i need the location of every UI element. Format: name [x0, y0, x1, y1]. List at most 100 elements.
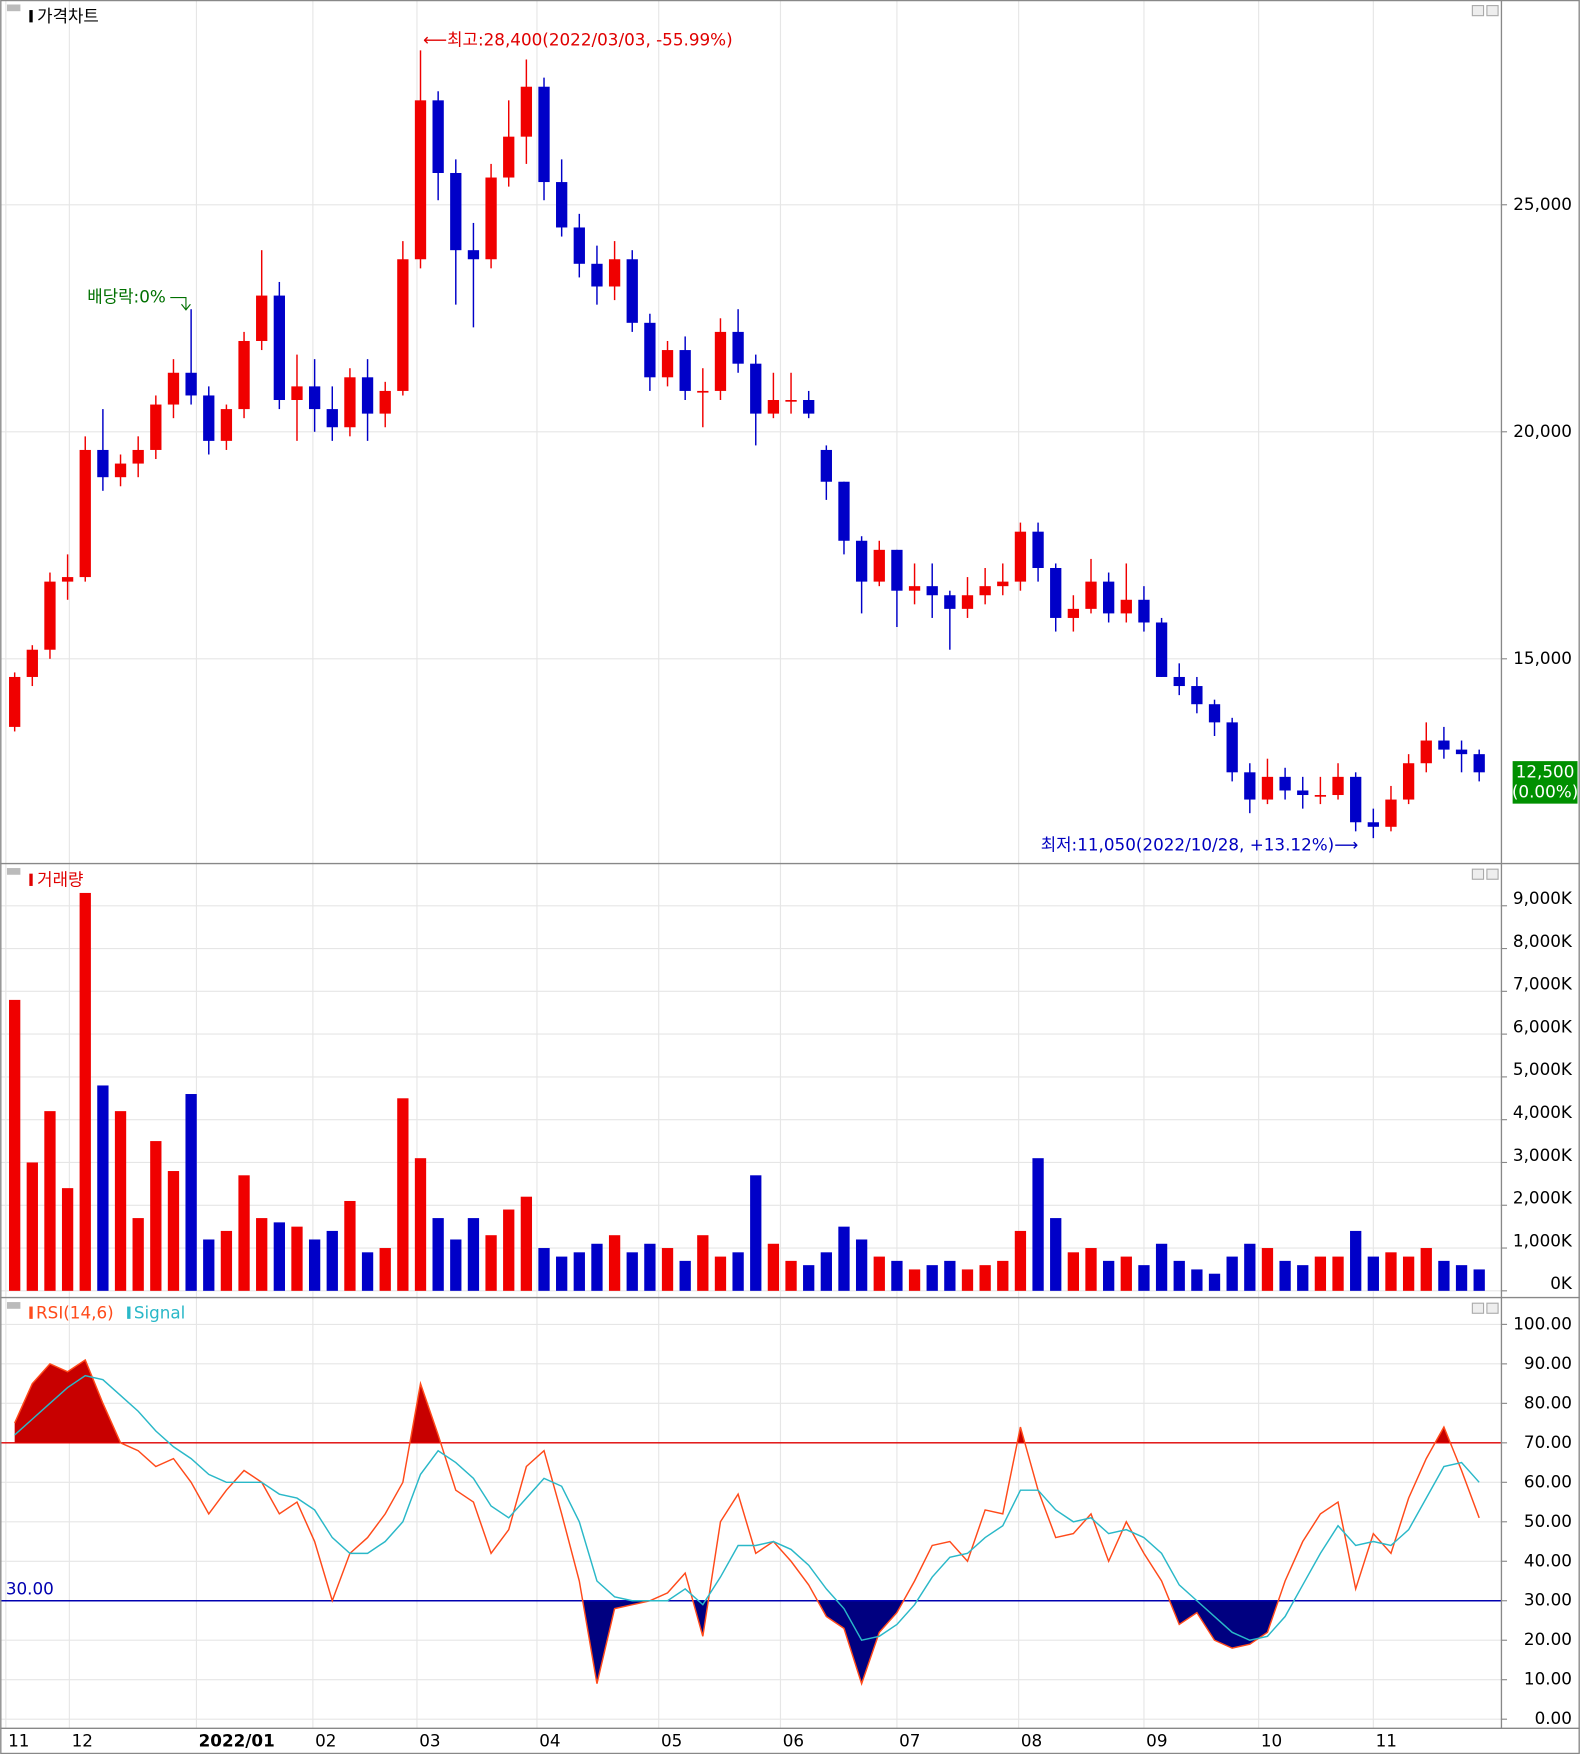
volume-bar [1279, 1260, 1291, 1291]
candle-body [979, 586, 991, 596]
y-tick-label: 40.00 [1524, 1550, 1572, 1570]
panel-button[interactable] [1471, 5, 1485, 17]
volume-bar [1261, 1248, 1274, 1291]
volume-bar [1085, 1248, 1097, 1291]
candle-body [308, 386, 321, 410]
volume-bar [556, 1256, 568, 1291]
candle-body [908, 586, 921, 591]
x-tick-label: 12 [72, 1731, 93, 1751]
candle-body [344, 377, 356, 428]
annotation: 배당락:0% [87, 287, 166, 307]
x-tick-label: 07 [899, 1731, 920, 1751]
candle-body [1455, 749, 1468, 755]
candle-body [661, 350, 674, 378]
y-tick-label: 100.00 [1513, 1313, 1572, 1333]
annotation: 최저:11,050(2022/10/28, +13.12%)⟶ [1041, 835, 1359, 855]
x-tick-label: 09 [1146, 1731, 1167, 1751]
y-tick-label: 15,000 [1513, 648, 1572, 668]
volume-bar [1155, 1243, 1168, 1291]
candle-body [714, 331, 727, 391]
panel-button[interactable] [1471, 1302, 1485, 1314]
candle-body [203, 395, 215, 441]
candle-body [1067, 608, 1080, 618]
candle-body [891, 549, 903, 591]
x-tick-label: 04 [539, 1731, 560, 1751]
candle-body [1385, 799, 1397, 827]
y-tick-label: 10.00 [1524, 1669, 1572, 1689]
candle-body [132, 449, 144, 464]
volume-bar [132, 1218, 144, 1291]
candle-body [697, 390, 709, 393]
last-price: 12,500 [1516, 761, 1575, 781]
candle-body [1173, 676, 1185, 687]
volume-bar [820, 1252, 832, 1291]
volume-bar [97, 1085, 109, 1291]
candle-body [1244, 772, 1256, 800]
y-tick-label: 90.00 [1524, 1353, 1572, 1373]
volume-bar [1332, 1256, 1344, 1291]
panel-icon [6, 4, 21, 12]
candle-body [1191, 686, 1203, 705]
x-tick-label: 06 [783, 1731, 804, 1751]
volume-bar [1367, 1256, 1379, 1291]
panel-button[interactable] [1486, 1302, 1499, 1314]
candle-body [1420, 740, 1432, 764]
volume-bar [1455, 1265, 1468, 1291]
volume-bar [291, 1226, 303, 1291]
volume-bar [1014, 1230, 1027, 1291]
labels: 11 12 2022/01 02 03 04 05 06 07 08 09 10 11 15,000 20,… [6, 29, 1578, 1750]
y-tick-label: 2,000K [1513, 1188, 1573, 1208]
candle-body [1138, 599, 1150, 623]
volume-bar [1226, 1256, 1238, 1291]
y-tick-label: 3,000K [1513, 1145, 1573, 1165]
candle-body [1261, 776, 1274, 800]
level-label: 30.00 [6, 1579, 54, 1599]
volume-bar [361, 1252, 374, 1291]
volume-bar [908, 1269, 921, 1291]
panel-title: 가격차트 [37, 6, 99, 26]
volume-bar [1173, 1260, 1185, 1291]
candle-body [1155, 622, 1168, 677]
candle-body [503, 136, 515, 178]
volume-bar [661, 1248, 674, 1291]
candle-body [44, 581, 56, 650]
volume-bar [1420, 1248, 1432, 1291]
volume-bar [344, 1200, 356, 1291]
volume-bar [1208, 1273, 1221, 1291]
x-tick-label: 11 [8, 1731, 29, 1751]
y-tick-label: 5,000K [1513, 1059, 1573, 1079]
y-tick-label: 25,000 [1513, 194, 1572, 214]
volume-bar [838, 1226, 850, 1291]
candle-body [1208, 704, 1221, 723]
candle-body [591, 263, 603, 287]
volume-bar [167, 1171, 180, 1291]
candle-body [520, 86, 533, 137]
volume-bar [1385, 1252, 1397, 1291]
x-tick-label: 11 [1376, 1731, 1397, 1751]
volume-bar [1050, 1218, 1062, 1291]
volume-bar [1103, 1260, 1115, 1291]
panel-button[interactable] [1486, 5, 1499, 17]
candle-body [9, 676, 21, 727]
candle-body [961, 595, 974, 609]
y-tick-label: 9,000K [1513, 888, 1573, 908]
x-tick-label: 10 [1261, 1731, 1282, 1751]
volume-bar [873, 1256, 885, 1291]
legend-swatch [29, 10, 33, 23]
candle-body [185, 372, 197, 396]
volume-bar [679, 1260, 691, 1291]
candle-body [803, 400, 815, 414]
candle-body [467, 250, 480, 260]
volume-bar [256, 1218, 268, 1291]
panel-button[interactable] [1471, 868, 1485, 880]
candle-body [997, 581, 1009, 587]
volume-bar [626, 1252, 638, 1291]
panel-button[interactable] [1486, 868, 1499, 880]
volume-bar [1314, 1256, 1327, 1291]
candle-body [626, 259, 638, 323]
volume-bar [1402, 1256, 1415, 1291]
volume-bar [750, 1175, 762, 1291]
x-tick-label: 03 [419, 1731, 440, 1751]
candle-body [414, 100, 427, 260]
